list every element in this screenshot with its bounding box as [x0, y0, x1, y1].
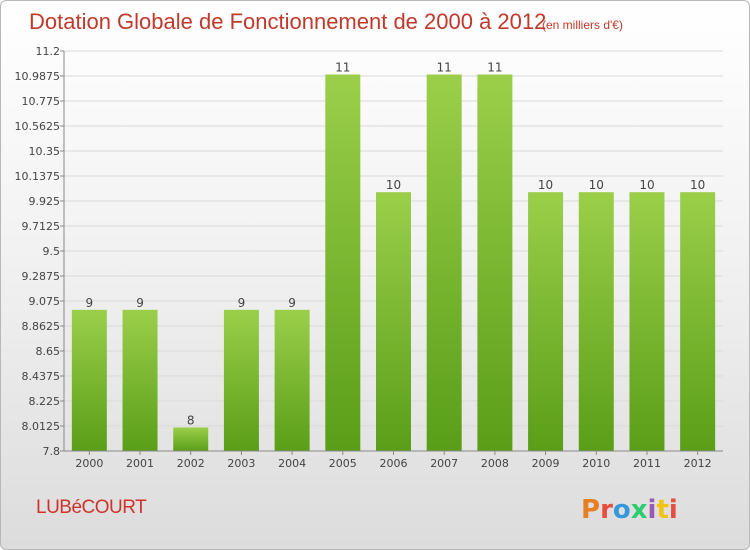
- bars: [71, 74, 716, 452]
- bar: [325, 74, 361, 451]
- x-tick-label: 2011: [633, 457, 661, 470]
- data-label: 10: [690, 178, 705, 192]
- svg-text:Proxiti: Proxiti: [581, 495, 678, 525]
- labels: 7.8 8.0125 8.225 8.4375 8.65 8.8625 9.075 9.287…: [15, 45, 712, 470]
- y-tick-label: 8.65: [36, 345, 61, 358]
- axes: [60, 50, 723, 455]
- y-tick-label: 8.4375: [22, 370, 61, 383]
- x-tick-label: 2010: [582, 457, 610, 470]
- place-name: LUBéCOURT: [36, 497, 147, 518]
- bar: [629, 192, 665, 452]
- y-tick-label: 9.925: [29, 195, 61, 208]
- data-label: 8: [187, 413, 195, 427]
- data-label: 10: [589, 178, 604, 192]
- data-label: 9: [288, 296, 296, 310]
- bar: [578, 192, 614, 452]
- x-tick-label: 2007: [430, 457, 458, 470]
- bar: [528, 192, 564, 452]
- bar: [173, 427, 209, 451]
- y-tick-label: 8.0125: [22, 420, 61, 433]
- y-tick-label: 10.9875: [15, 70, 61, 83]
- bar: [122, 309, 158, 451]
- x-tick-label: 2012: [684, 457, 712, 470]
- y-tick-label: 10.35: [29, 145, 61, 158]
- data-label: 10: [538, 178, 553, 192]
- data-label: 9: [86, 296, 94, 310]
- y-tick-label: 8.8625: [22, 320, 61, 333]
- y-tick-label: 9.075: [29, 295, 61, 308]
- data-label: 11: [437, 61, 452, 75]
- chart-title: Dotation Globale de Fonctionnement de 20…: [29, 9, 547, 34]
- data-label: 10: [386, 178, 401, 192]
- data-label: 10: [639, 178, 654, 192]
- y-tick-label: 10.775: [22, 95, 61, 108]
- bar: [426, 74, 462, 451]
- x-tick-label: 2008: [481, 457, 509, 470]
- x-tick-label: 2005: [329, 457, 357, 470]
- proxiti-logo: Proxiti: [581, 495, 678, 525]
- y-tick-label: 9.7125: [22, 220, 61, 233]
- x-tick-label: 2002: [177, 457, 205, 470]
- data-label: 11: [335, 61, 350, 75]
- data-label: 9: [238, 296, 246, 310]
- x-tick-label: 2001: [126, 457, 154, 470]
- bar: [71, 309, 107, 451]
- bar: [376, 192, 411, 452]
- y-tick-label: 9.2875: [22, 270, 61, 283]
- y-tick-label: 9.5: [43, 245, 61, 258]
- data-label: 11: [487, 61, 502, 75]
- y-tick-label: 7.8: [43, 445, 61, 458]
- bar: [274, 309, 310, 451]
- bar: [223, 309, 259, 451]
- x-tick-label: 2006: [380, 457, 408, 470]
- x-tick-label: 2000: [75, 457, 103, 470]
- y-tick-label: 8.225: [29, 395, 61, 408]
- bar: [477, 74, 513, 451]
- y-tick-label: 10.1375: [15, 170, 61, 183]
- chart-unit: (en milliers d'€): [542, 18, 623, 32]
- x-tick-label: 2003: [227, 457, 255, 470]
- x-tick-label: 2004: [278, 457, 306, 470]
- y-tick-label: 11.2: [36, 45, 61, 58]
- bar: [680, 192, 716, 452]
- y-tick-label: 10.5625: [15, 120, 61, 133]
- x-tick-label: 2009: [532, 457, 560, 470]
- data-label: 9: [136, 296, 144, 310]
